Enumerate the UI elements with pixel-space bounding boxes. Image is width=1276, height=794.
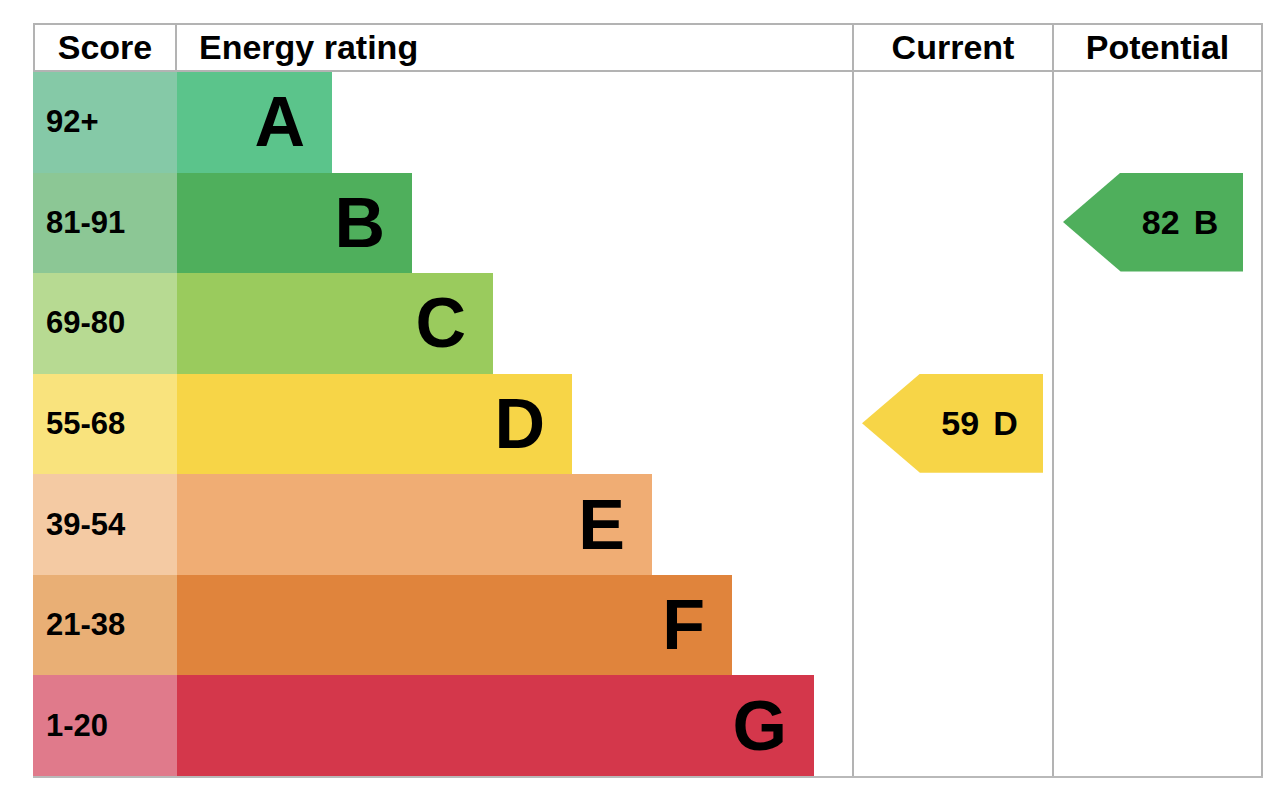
band-row-g: 1-20 G [33, 675, 1263, 776]
potential-cell-b: 82 B [1052, 173, 1263, 274]
band-f: F [177, 575, 732, 676]
band-g: G [177, 675, 814, 776]
band-row-d: 55-68 D 59 D [33, 374, 1263, 475]
col-header-energy-rating: Energy rating [177, 23, 852, 72]
current-cell-d: 59 D [852, 374, 1052, 475]
potential-cell-f [1052, 575, 1263, 676]
current-cell-c [852, 273, 1052, 374]
band-row-b: 81-91 B 82 B [33, 173, 1263, 274]
col-header-score: Score [33, 23, 177, 72]
score-range-c: 69-80 [33, 273, 177, 374]
potential-rating-arrow: 82 B [1063, 173, 1243, 272]
current-cell-b [852, 173, 1052, 274]
score-range-a: 92+ [33, 72, 177, 173]
band-a: A [177, 72, 332, 173]
score-range-e: 39-54 [33, 474, 177, 575]
band-e: E [177, 474, 652, 575]
potential-cell-e [1052, 474, 1263, 575]
band-row-c: 69-80 C [33, 273, 1263, 374]
score-range-f: 21-38 [33, 575, 177, 676]
band-row-a: 92+ A [33, 72, 1263, 173]
epc-header-row: Score Energy rating Current Potential [33, 23, 1263, 72]
epc-body: 92+ A 81-91 B 82 B [33, 72, 1263, 778]
potential-score-value: 82 [1142, 203, 1180, 242]
band-letter-c: C [415, 288, 466, 358]
band-letter-f: F [662, 590, 705, 660]
col-header-potential: Potential [1052, 23, 1263, 72]
current-cell-e [852, 474, 1052, 575]
band-letter-a: A [254, 87, 305, 157]
band-d: D [177, 374, 572, 475]
band-c: C [177, 273, 493, 374]
current-cell-a [852, 72, 1052, 173]
current-score-value: 59 [941, 404, 979, 443]
band-letter-g: G [733, 691, 787, 761]
band-row-e: 39-54 E [33, 474, 1263, 575]
score-range-g: 1-20 [33, 675, 177, 776]
current-rating-letter: D [993, 404, 1018, 443]
potential-cell-c [1052, 273, 1263, 374]
current-cell-g [852, 675, 1052, 776]
score-range-d: 55-68 [33, 374, 177, 475]
band-b: B [177, 173, 412, 274]
potential-rating-letter: B [1194, 203, 1219, 242]
band-row-f: 21-38 F [33, 575, 1263, 676]
potential-cell-d [1052, 374, 1263, 475]
score-range-b: 81-91 [33, 173, 177, 274]
potential-cell-g [1052, 675, 1263, 776]
current-cell-f [852, 575, 1052, 676]
band-letter-d: D [494, 389, 545, 459]
current-rating-arrow: 59 D [862, 374, 1043, 473]
col-header-current: Current [852, 23, 1052, 72]
epc-chart: Score Energy rating Current Potential 92… [33, 23, 1263, 778]
band-letter-e: E [578, 490, 625, 560]
potential-cell-a [1052, 72, 1263, 173]
band-letter-b: B [334, 188, 385, 258]
